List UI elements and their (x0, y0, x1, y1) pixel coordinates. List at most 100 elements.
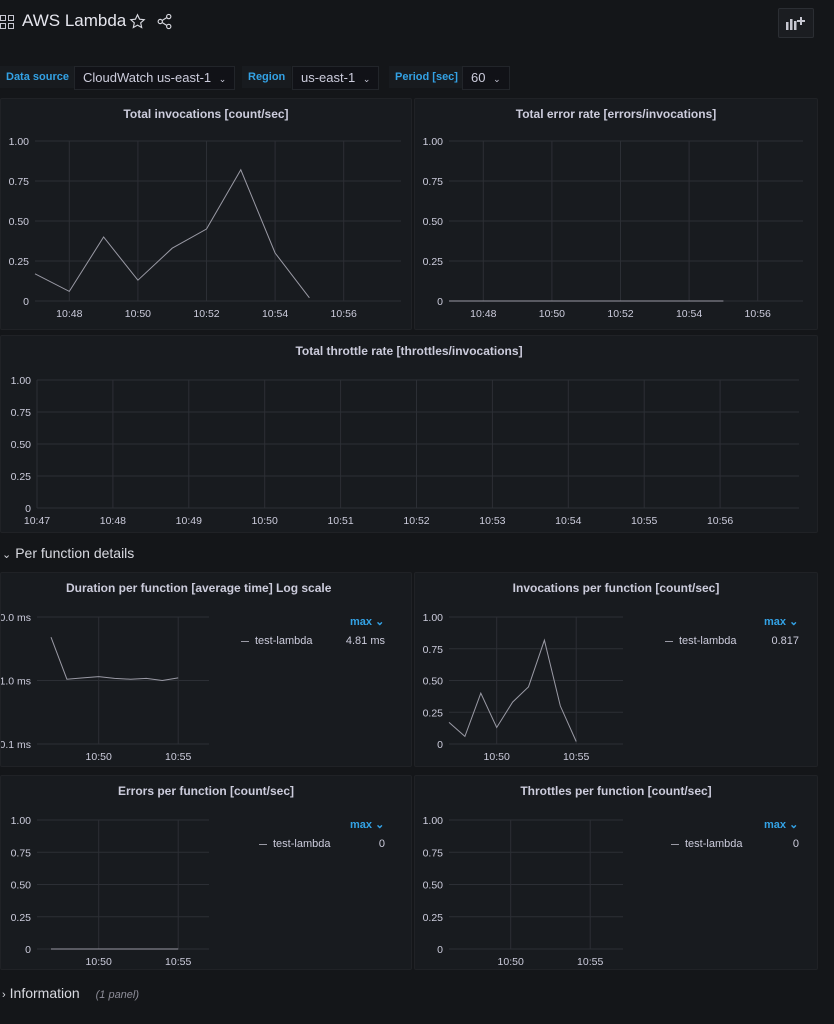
row-subtitle: (1 panel) (95, 989, 140, 1001)
legend-sort-max[interactable]: max ⌄ (350, 819, 385, 831)
y-tick-label: 1.00 (423, 136, 444, 148)
datasource-variable-label: Data source (0, 66, 75, 88)
y-tick-label: 1.00 (11, 375, 32, 387)
y-tick-label: 0.25 (9, 256, 30, 268)
row-information[interactable]: › Information (1 panel) (2, 985, 139, 1001)
throttles-per-function-panel[interactable]: Throttles per function [count/sec] 1.00 0… (414, 775, 818, 970)
legend-sort-max[interactable]: max ⌄ (764, 819, 799, 831)
star-icon[interactable] (129, 13, 146, 30)
legend-max-value: 0.817 (771, 635, 799, 647)
x-tick-label: 10:52 (193, 308, 219, 320)
legend-sort-max[interactable]: max ⌄ (764, 616, 799, 628)
chevron-down-icon: ⌄ (362, 74, 371, 84)
legend-series[interactable]: test-lambda (259, 838, 330, 850)
y-tick-label: 0.75 (11, 407, 32, 419)
x-tick-label: 10:49 (176, 515, 202, 527)
period-variable-select[interactable]: 60 ⌄ (462, 66, 510, 90)
y-tick-label: 0.50 (423, 216, 444, 228)
total-error-rate-panel[interactable]: Total error rate [errors/invocations] 1.… (414, 98, 818, 330)
panel-title: Total error rate [errors/invocations] (515, 107, 717, 121)
x-tick-label: 10:50 (252, 515, 278, 527)
y-tick-label: 0 (25, 944, 31, 956)
x-tick-label: 10:50 (86, 751, 112, 763)
x-tick-label: 10:50 (125, 308, 151, 320)
x-tick-label: 10:54 (262, 308, 288, 320)
y-tick-label: 10.0 ms (1, 612, 31, 624)
x-tick-label: 10:56 (707, 515, 733, 527)
x-tick-label: 10:48 (470, 308, 496, 320)
series-color-swatch (241, 640, 249, 642)
y-tick-label: 0.75 (423, 644, 444, 656)
y-tick-label: 0 (25, 503, 31, 515)
y-tick-label: 0 (437, 296, 443, 308)
y-tick-label: 0 (437, 739, 443, 751)
x-tick-label: 10:50 (539, 308, 565, 320)
total-error-rate-chart: 1.00 0.75 0.50 0.25 0 10:48 10:50 10:52 10:54 10:… (423, 136, 803, 320)
x-tick-label: 10:50 (498, 956, 524, 968)
chevron-down-icon: ⌄ (218, 74, 227, 84)
chevron-down-icon: ⌄ (375, 616, 385, 628)
x-tick-label: 10:56 (745, 308, 771, 320)
invocations-per-function-panel[interactable]: Invocations per function [count/sec] 1.0… (414, 572, 818, 767)
y-tick-label: 0.75 (9, 176, 30, 188)
series-color-swatch (665, 640, 673, 642)
dashboard-title[interactable]: AWS Lambda (22, 11, 127, 30)
x-tick-label: 10:50 (484, 751, 510, 763)
throttles-per-function-chart: 1.00 0.75 0.50 0.25 0 10:50 10:55 (423, 815, 623, 968)
row-per-function-details[interactable]: ⌄ Per function details (2, 545, 134, 561)
legend-sort-max[interactable]: max ⌄ (350, 616, 385, 628)
y-tick-label: 0.25 (423, 912, 444, 924)
invocations-per-function-chart: 1.00 0.75 0.50 0.25 0 10:50 10:55 (423, 612, 623, 763)
x-tick-label: 10:56 (331, 308, 357, 320)
errors-per-function-panel[interactable]: Errors per function [count/sec] 1.00 0.75… (0, 775, 412, 970)
legend-series[interactable]: test-lambda (241, 635, 312, 647)
legend-series[interactable]: test-lambda (665, 635, 736, 647)
x-tick-label: 10:55 (165, 751, 191, 763)
duration-per-function-chart: 10.0 ms 1.0 ms 0.1 ms 10:50 10:55 (1, 612, 209, 763)
y-tick-label: 0.50 (423, 880, 444, 892)
grid-icon[interactable] (0, 15, 14, 29)
period-variable-label: Period [sec] (389, 66, 464, 88)
series-color-swatch (259, 843, 267, 845)
share-icon[interactable] (156, 13, 173, 30)
y-tick-label: 0.25 (11, 912, 32, 924)
x-tick-label: 10:51 (327, 515, 353, 527)
y-tick-label: 0.50 (11, 880, 32, 892)
y-tick-label: 0.1 ms (1, 739, 31, 751)
chevron-down-icon: ⌄ (789, 819, 799, 831)
row-title: Information (9, 985, 80, 1001)
datasource-variable-select[interactable]: CloudWatch us-east-1 ⌄ (74, 66, 236, 90)
total-invocations-panel[interactable]: Total invocations [count/sec] 1.00 0.75 0.… (0, 98, 412, 330)
y-tick-label: 0.75 (11, 847, 32, 859)
y-tick-label: 1.0 ms (1, 676, 31, 688)
x-tick-label: 10:55 (165, 956, 191, 968)
chevron-down-icon: ⌄ (2, 549, 12, 561)
errors-per-function-chart: 1.00 0.75 0.50 0.25 0 10:50 10:55 (11, 815, 209, 968)
region-variable-label: Region (242, 66, 292, 88)
legend-max-value: 0 (792, 838, 799, 850)
y-tick-label: 0.75 (423, 847, 444, 859)
legend-series[interactable]: test-lambda (671, 838, 742, 850)
y-tick-label: 0.25 (11, 471, 32, 483)
chevron-right-icon: › (2, 989, 6, 1001)
dashboard-header: AWS Lambda (0, 0, 834, 46)
chevron-down-icon: ⌄ (493, 74, 501, 84)
y-tick-label: 1.00 (11, 815, 32, 827)
x-tick-label: 10:54 (676, 308, 702, 320)
y-tick-label: 0.50 (9, 216, 30, 228)
y-tick-label: 0.75 (423, 176, 444, 188)
chevron-down-icon: ⌄ (789, 616, 799, 628)
region-variable-select[interactable]: us-east-1 ⌄ (292, 66, 380, 90)
total-invocations-chart: 1.00 0.75 0.50 0.25 0 10:48 10:50 10:52 10:54 10:… (9, 136, 401, 320)
x-tick-label: 10:55 (631, 515, 657, 527)
panel-title: Duration per function [average time] Log… (66, 581, 332, 595)
legend-max-value: 0 (378, 838, 385, 850)
x-tick-label: 10:48 (56, 308, 82, 320)
add-panel-icon (786, 17, 805, 30)
y-tick-label: 1.00 (423, 815, 444, 827)
panel-title: Invocations per function [count/sec] (512, 581, 720, 595)
series-color-swatch (671, 843, 679, 845)
duration-per-function-panel[interactable]: Duration per function [average time] Log… (0, 572, 412, 767)
add-panel-button[interactable] (778, 8, 814, 38)
total-throttle-rate-panel[interactable]: Total throttle rate [throttles/invocatio… (0, 335, 818, 533)
